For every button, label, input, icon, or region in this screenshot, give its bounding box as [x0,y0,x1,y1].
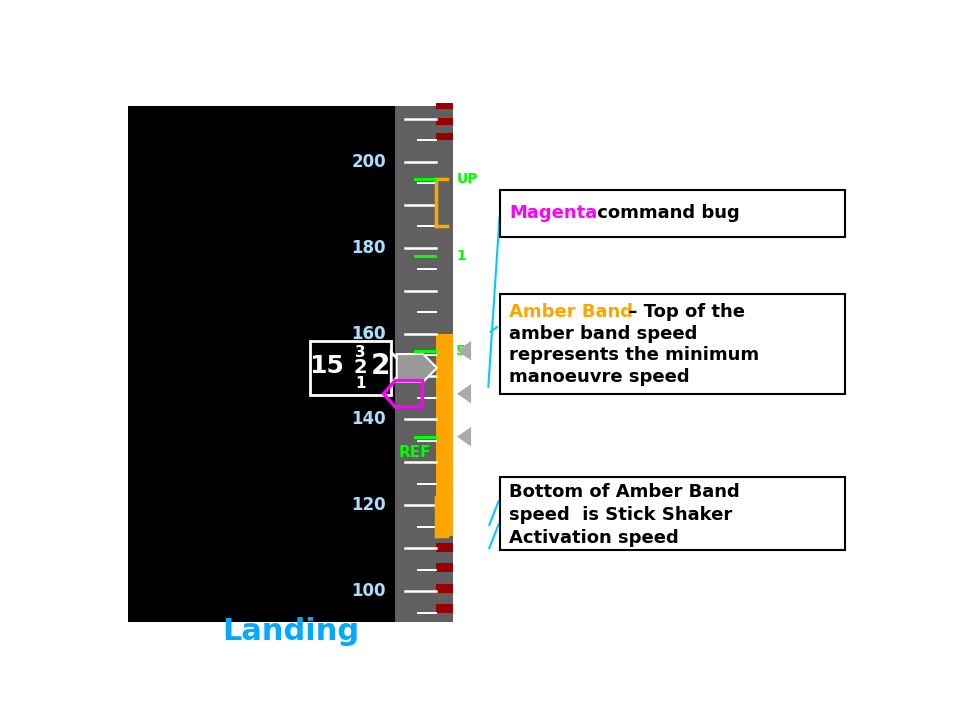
Bar [436,333,453,536]
Text: represents the minimum: represents the minimum [509,346,759,364]
Text: Bottom of Amber Band: Bottom of Amber Band [509,483,740,501]
Bar [436,604,453,613]
Bar [396,106,453,621]
Text: $\mathregular{V_{REF}}$ + 20: $\mathregular{V_{REF}}$ + 20 [476,333,572,353]
Text: 200: 200 [351,153,386,171]
Text: 5: 5 [456,343,467,358]
Text: 15: 15 [309,354,344,378]
Polygon shape [392,353,407,383]
Text: 100: 100 [351,582,386,600]
Bar [436,102,453,109]
Text: 160: 160 [351,325,386,343]
Bar [436,543,453,552]
Bar [500,190,845,237]
Polygon shape [457,384,471,403]
Text: Command
Speed: Command Speed [488,374,588,413]
Text: 3: 3 [355,345,366,360]
Text: 180: 180 [351,238,386,256]
Text: $\mathregular{V_{REF}}$: $\mathregular{V_{REF}}$ [480,449,526,470]
Polygon shape [396,354,437,382]
Text: 2: 2 [371,352,391,380]
Text: 1: 1 [355,376,366,391]
Bar [436,133,453,140]
Text: 120: 120 [351,497,386,515]
Bar [128,106,453,621]
Text: UP: UP [456,172,478,186]
Text: – Top of the: – Top of the [622,303,745,321]
Bar [310,341,392,395]
Text: amber band speed: amber band speed [509,325,697,343]
Text: speed  is Stick Shaker: speed is Stick Shaker [509,506,732,524]
Text: Amber Band: Amber Band [509,303,633,321]
Text: Magenta: Magenta [509,204,597,222]
Bar [436,564,453,572]
Bar [436,584,453,593]
Bar [500,477,845,550]
Polygon shape [457,341,471,361]
Text: manoeuvre speed: manoeuvre speed [509,368,689,386]
Text: Activation speed: Activation speed [509,529,679,547]
Text: 160: 160 [351,325,386,343]
Polygon shape [457,427,471,446]
Text: REF: REF [399,445,431,460]
Text: 1: 1 [456,249,467,263]
Bar [500,294,845,395]
Text: command bug: command bug [591,204,740,222]
Text: 2: 2 [353,359,367,377]
Bar [436,118,453,125]
Text: 140: 140 [351,410,386,428]
Text: Landing: Landing [222,617,359,646]
